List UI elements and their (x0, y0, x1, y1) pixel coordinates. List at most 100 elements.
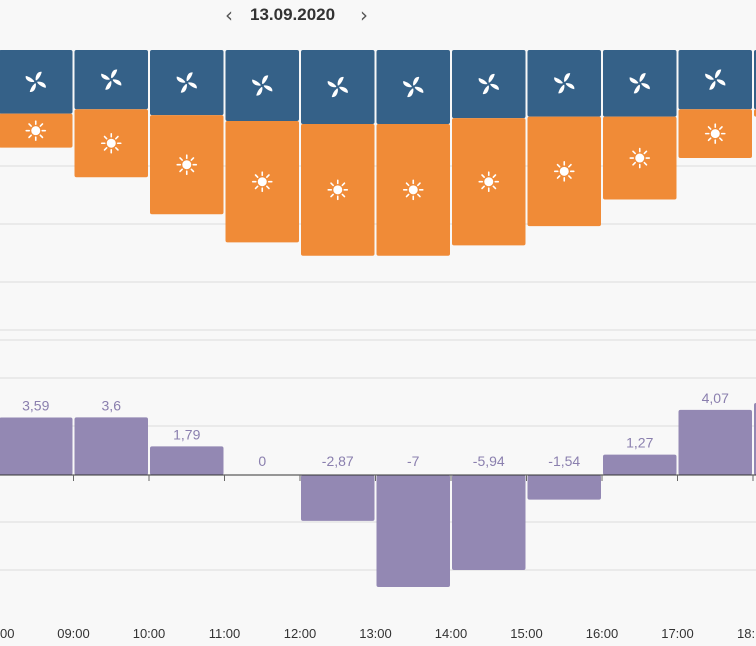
fan-hub (109, 78, 113, 82)
sun-core (31, 126, 41, 136)
sun-ray (492, 174, 497, 178)
sun-ray (707, 137, 712, 142)
fan-blade (29, 82, 36, 92)
fan-icon (252, 75, 273, 96)
fan-blade (558, 84, 565, 94)
fan-blade (413, 76, 420, 86)
fan-icon (705, 69, 726, 90)
sun-ray (28, 123, 32, 127)
fan-icon (554, 73, 575, 94)
x-axis: 00 09:00 10:00 11:00 12:00 13:00 14:00 15:00 16:… (0, 474, 756, 641)
fan-hub (260, 83, 264, 88)
sun-ray (643, 161, 648, 166)
sun-ray (568, 163, 572, 168)
sun-ray (115, 147, 119, 151)
balance-bar (527, 475, 601, 500)
balance-bar (452, 475, 526, 571)
sun-ray (719, 126, 723, 130)
sun-icon (402, 179, 424, 201)
sun-core (484, 177, 494, 187)
balance-bar (0, 417, 73, 475)
fan-blade (403, 81, 413, 88)
fan-hub (34, 80, 38, 84)
fan-blade (180, 83, 187, 93)
balance-bar (678, 409, 752, 475)
fan-hub (411, 85, 415, 89)
fan-blade (705, 73, 715, 80)
fan-blade (407, 88, 414, 98)
fan-blade (478, 78, 488, 85)
sun-core (182, 160, 192, 170)
balance-bars: 3,59 3,6 1,79 0 -2,87 -7 -5,94 -1,54 1,27 4,07 (0, 390, 756, 587)
x-tick-label: 12:00 (284, 626, 317, 641)
fan-blade (489, 83, 499, 91)
date-navigation: ‹ 13.09.2020 › (0, 0, 600, 30)
data-label: -1,54 (548, 453, 580, 469)
chevron-right-icon[interactable]: › (360, 3, 368, 27)
sun-ray (103, 147, 108, 151)
data-label: 4,07 (702, 390, 729, 406)
fan-blade (629, 77, 639, 84)
fan-blade (36, 81, 46, 88)
sun-ray (190, 157, 195, 161)
fan-blade (35, 71, 42, 81)
fan-icon (101, 69, 122, 90)
fan-blade (262, 75, 269, 85)
balance-bar (74, 417, 148, 475)
x-tick-label: 11:00 (209, 626, 241, 641)
sun-ray (341, 193, 346, 198)
sun-ray (330, 193, 334, 198)
sun-ray (556, 163, 561, 168)
sun-ray (417, 182, 421, 187)
fan-blade (252, 79, 262, 86)
sun-ray (707, 126, 712, 130)
fan-blade (176, 76, 186, 83)
fan-icon (25, 71, 46, 92)
sun-ray (39, 134, 44, 139)
fan-icon (478, 73, 499, 95)
data-label: -5,94 (473, 453, 505, 469)
fan-icon (629, 73, 650, 94)
sun-icon (629, 147, 651, 169)
sun-core (710, 129, 720, 139)
sun-core (333, 185, 343, 195)
sun-core (106, 138, 116, 148)
sun-core (635, 153, 645, 163)
fan-blade (414, 86, 424, 93)
sun-core (559, 166, 569, 176)
date-label: 13.09.2020 (250, 5, 336, 24)
sun-ray (266, 185, 270, 190)
data-label: -2,87 (322, 453, 354, 469)
sun-ray (481, 185, 485, 190)
data-label: -7 (407, 453, 420, 469)
balance-bar (376, 475, 450, 587)
sun-ray (330, 182, 334, 187)
sun-icon (251, 171, 273, 193)
x-tick-label: 09:00 (57, 626, 90, 641)
data-label: 3,6 (102, 397, 122, 413)
sun-ray (492, 185, 497, 190)
wind-sun-bars (0, 50, 756, 256)
fan-hub (336, 85, 340, 89)
fan-blade (187, 82, 197, 89)
fan-icon (327, 76, 348, 98)
sun-ray (39, 123, 44, 127)
x-tick-label: 13:00 (359, 626, 392, 641)
fan-hub (713, 78, 717, 82)
fan-blade (101, 73, 111, 80)
sun-ray (417, 193, 421, 198)
sun-ray (190, 168, 195, 173)
x-tick-label: 15:00 (510, 626, 543, 641)
balance-bar (150, 446, 224, 475)
x-tick-label: 17:00 (661, 626, 694, 641)
sun-ray (556, 175, 561, 179)
sun-ray (103, 135, 108, 140)
fan-blade (640, 83, 650, 90)
sun-core (408, 185, 418, 195)
fan-blade (112, 79, 122, 86)
data-label: 1,27 (626, 435, 653, 451)
fan-blade (331, 88, 338, 98)
chevron-left-icon[interactable]: ‹ (225, 3, 233, 27)
sun-core (257, 177, 267, 187)
sun-ray (405, 193, 410, 198)
